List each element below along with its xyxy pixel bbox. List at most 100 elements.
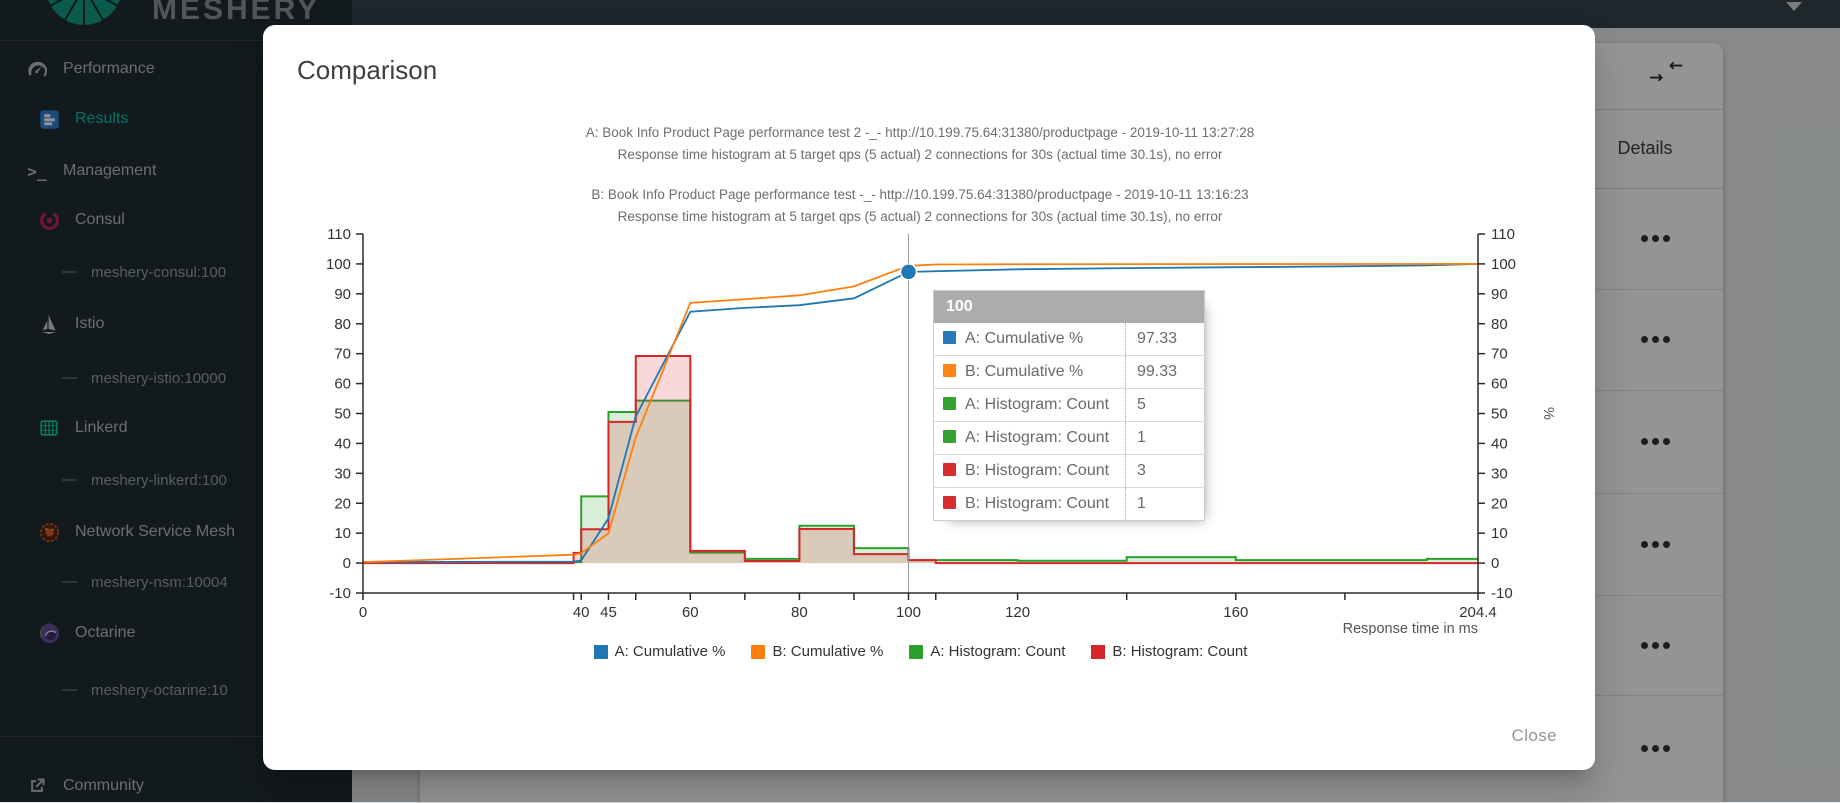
logo-divider bbox=[0, 40, 352, 41]
tooltip-row: B: Histogram: Count 3 bbox=[933, 454, 1205, 488]
row-options-button[interactable] bbox=[1632, 427, 1678, 457]
svg-text:120: 120 bbox=[1005, 604, 1030, 621]
row-options-button[interactable] bbox=[1632, 630, 1678, 660]
legend-swatch bbox=[909, 644, 924, 659]
results-icon bbox=[36, 109, 62, 130]
series-color-swatch bbox=[943, 463, 956, 476]
comparison-dialog: Comparison A: Book Info Product Page per… bbox=[263, 25, 1595, 770]
legend-swatch bbox=[593, 644, 608, 659]
tooltip-series-name: B: Cumulative % bbox=[933, 355, 1126, 389]
svg-text:50: 50 bbox=[1491, 406, 1508, 423]
chart-legend: A: Cumulative % B: Cumulative % A: Histogr… bbox=[363, 643, 1478, 660]
series-color-swatch bbox=[943, 496, 956, 509]
details-column-header: Details bbox=[1617, 138, 1673, 158]
linkerd-icon bbox=[36, 417, 62, 439]
sidebar-item-label: Consul bbox=[75, 211, 125, 228]
sidebar-footer-divider bbox=[0, 736, 352, 737]
svg-text:70: 70 bbox=[1491, 346, 1508, 363]
svg-text:40: 40 bbox=[1491, 435, 1508, 452]
sidebar-item-octarine[interactable]: Octarine bbox=[36, 616, 135, 650]
row-options-button[interactable] bbox=[1632, 529, 1678, 559]
tooltip-series-name: A: Histogram: Count bbox=[933, 421, 1126, 455]
svg-text:90: 90 bbox=[1491, 286, 1508, 303]
consul-icon bbox=[36, 210, 62, 231]
sidebar-item-label: meshery-istio:10000 bbox=[91, 369, 227, 387]
svg-text:-10: -10 bbox=[1491, 585, 1513, 602]
sidebar-item-label: meshery-linkerd:100 bbox=[91, 471, 227, 489]
tooltip-series-name: A: Cumulative % bbox=[933, 323, 1126, 356]
row-options-button[interactable] bbox=[1632, 734, 1678, 764]
tooltip-row: B: Histogram: Count 1 bbox=[933, 487, 1205, 521]
terminal-icon: >_ bbox=[27, 161, 47, 181]
svg-text:30: 30 bbox=[1491, 465, 1508, 482]
sidebar-item-community[interactable]: Community bbox=[24, 769, 144, 803]
close-button[interactable]: Close bbox=[1502, 718, 1567, 754]
legend-item-b-cumulative-[interactable]: B: Cumulative % bbox=[751, 643, 883, 660]
sidebar-item-linkerd[interactable]: Linkerd bbox=[36, 411, 127, 445]
svg-text:80: 80 bbox=[1491, 316, 1508, 333]
tooltip-row: B: Cumulative % 99.33 bbox=[933, 355, 1205, 389]
sidebar-item-label: Network Service Mesh bbox=[75, 523, 236, 540]
more-options-icon bbox=[1640, 641, 1648, 649]
sidebar-item-label: Linkerd bbox=[75, 419, 128, 436]
sidebar-item-consul[interactable]: Consul bbox=[36, 203, 125, 237]
legend-label: B: Histogram: Count bbox=[1112, 643, 1248, 660]
comparison-chart[interactable]: -10 -10 0 0 10 10 20 20 30 30 40 40 50 50 60 60 70 70 80 80… bbox=[300, 220, 1570, 670]
legend-swatch bbox=[1091, 644, 1106, 659]
sidebar-item-meshery-nsm-10004[interactable]: — meshery-nsm:10004 bbox=[62, 565, 228, 599]
svg-text:60: 60 bbox=[1491, 376, 1508, 393]
dash-icon: — bbox=[62, 681, 77, 698]
dash-icon: — bbox=[62, 573, 77, 590]
sidebar-item-management[interactable]: >_ Management bbox=[24, 154, 156, 188]
chart-tooltip: 100 A: Cumulative % 97.33 B: Cumulative % 9… bbox=[933, 290, 1205, 521]
sidebar-item-label: Istio bbox=[75, 315, 105, 332]
tooltip-value: 99.33 bbox=[1125, 355, 1205, 389]
chevron-down-icon[interactable] bbox=[1786, 2, 1802, 11]
sidebar-item-meshery-consul-100[interactable]: — meshery-consul:100 bbox=[62, 255, 226, 289]
legend-item-b-histogram-count[interactable]: B: Histogram: Count bbox=[1091, 643, 1247, 660]
sidebar-item-performance[interactable]: Performance bbox=[24, 52, 155, 86]
svg-text:60: 60 bbox=[334, 376, 351, 393]
sidebar-item-meshery-octarine-10[interactable]: — meshery-octarine:10 bbox=[62, 673, 228, 707]
svg-text:-10: -10 bbox=[329, 585, 351, 602]
sidebar-item-meshery-linkerd-100[interactable]: — meshery-linkerd:100 bbox=[62, 463, 227, 497]
svg-text:40: 40 bbox=[334, 435, 351, 452]
svg-text:160: 160 bbox=[1223, 604, 1248, 621]
sidebar-item-label: meshery-octarine:10 bbox=[91, 681, 228, 699]
sidebar-item-label: Management bbox=[63, 162, 157, 179]
svg-text:0: 0 bbox=[343, 555, 351, 572]
dash-icon: — bbox=[62, 369, 77, 386]
tooltip-row: A: Cumulative % 97.33 bbox=[933, 323, 1205, 356]
more-options-icon bbox=[1640, 745, 1648, 752]
svg-text:204.4: 204.4 bbox=[1459, 604, 1497, 621]
row-options-button[interactable] bbox=[1632, 325, 1678, 355]
sidebar-item-meshery-istio-10000[interactable]: — meshery-istio:10000 bbox=[62, 361, 226, 395]
legend-item-a-cumulative-[interactable]: A: Cumulative % bbox=[593, 643, 725, 660]
svg-text:20: 20 bbox=[1491, 495, 1508, 512]
dash-icon: — bbox=[62, 471, 77, 488]
sidebar-item-label: Results bbox=[75, 110, 129, 127]
sidebar-item-network-service-mesh[interactable]: Network Service Mesh bbox=[36, 515, 235, 549]
speedometer-icon bbox=[24, 58, 50, 81]
sidebar-item-label: meshery-nsm:10004 bbox=[91, 573, 228, 591]
sidebar-item-label: Community bbox=[63, 777, 144, 794]
svg-text:10: 10 bbox=[334, 525, 351, 542]
svg-text:80: 80 bbox=[791, 604, 808, 621]
svg-text:10: 10 bbox=[1491, 525, 1508, 542]
sidebar-item-istio[interactable]: Istio bbox=[36, 307, 104, 341]
legend-item-a-histogram-count[interactable]: A: Histogram: Count bbox=[909, 643, 1065, 660]
test-a-title: A: Book Info Product Page performance te… bbox=[585, 125, 1255, 140]
series-color-swatch bbox=[943, 430, 956, 443]
legend-swatch bbox=[751, 644, 766, 659]
tooltip-value: 5 bbox=[1125, 388, 1205, 422]
sidebar-item-label: Octarine bbox=[75, 624, 136, 641]
test-a-subtitle: Response time histogram at 5 target qps … bbox=[617, 147, 1223, 162]
collapse-columns-button[interactable]: ← → bbox=[1643, 55, 1683, 95]
svg-text:80: 80 bbox=[334, 316, 351, 333]
row-options-button[interactable] bbox=[1632, 224, 1678, 254]
sidebar-item-results[interactable]: Results bbox=[36, 102, 128, 136]
more-options-icon bbox=[1640, 235, 1648, 242]
legend-label: B: Cumulative % bbox=[772, 643, 884, 660]
tooltip-row: A: Histogram: Count 1 bbox=[933, 421, 1205, 455]
